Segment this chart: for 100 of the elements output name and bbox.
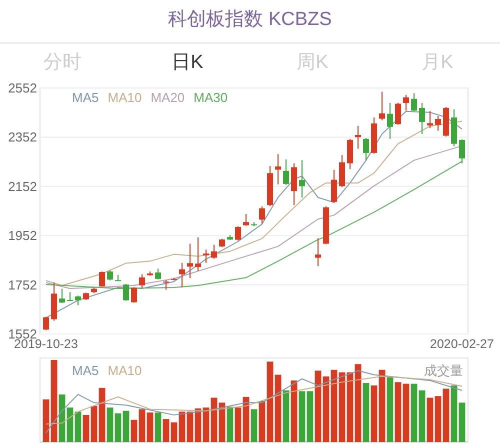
candlestick [411, 92, 417, 112]
bar [386, 377, 394, 442]
candlestick [363, 137, 369, 162]
candlestick [355, 125, 361, 150]
bar [98, 388, 106, 442]
bar [170, 422, 178, 442]
candlestick [435, 116, 441, 132]
bar [66, 408, 74, 442]
x-tick-label: 2019-10-23 [14, 337, 78, 351]
bar [346, 372, 354, 442]
bar [330, 370, 338, 442]
bar [210, 398, 218, 442]
y-tick-label: 2352 [8, 130, 37, 145]
candlestick [203, 249, 209, 264]
text: MA5 [72, 90, 99, 105]
bar [322, 376, 330, 442]
candlestick [275, 154, 281, 185]
candlestick [187, 243, 193, 279]
bar [314, 370, 322, 442]
bar [418, 390, 426, 442]
candlestick [59, 288, 65, 304]
y-tick-label: 1952 [8, 228, 37, 244]
bar [426, 398, 434, 442]
text: MA30 [194, 90, 228, 105]
bar [362, 382, 370, 442]
line-series [46, 120, 462, 286]
candlestick [211, 244, 217, 260]
bar [162, 419, 170, 442]
candlestick [139, 274, 145, 288]
candlestick [299, 160, 305, 198]
bar [378, 370, 386, 442]
bar [74, 412, 82, 442]
candlestick [387, 102, 393, 140]
chart-title: 科创板指数 KCBZS [168, 9, 332, 30]
bar [266, 362, 274, 442]
bar [402, 384, 410, 442]
candlestick [403, 94, 409, 112]
bar [442, 388, 450, 442]
bar [306, 391, 314, 442]
bar [42, 399, 50, 442]
bar [130, 420, 138, 442]
candlestick [107, 270, 113, 281]
bar [202, 408, 210, 442]
line-series [46, 110, 462, 318]
candlestick [243, 213, 249, 226]
text: MA10 [108, 90, 142, 105]
bar [114, 413, 122, 442]
bar [258, 401, 266, 442]
candlestick [179, 262, 185, 288]
candlestick [155, 268, 161, 280]
bar [90, 406, 98, 442]
text: MA20 [150, 90, 185, 105]
y-tick-label: 2552 [8, 80, 37, 96]
candlestick [427, 110, 433, 129]
bar [410, 384, 418, 442]
candlestick [195, 236, 201, 272]
bar [106, 408, 114, 442]
bar [274, 374, 282, 442]
candlestick [163, 280, 169, 290]
text: 日K [172, 52, 204, 73]
bar [186, 412, 194, 442]
bar [450, 385, 458, 442]
bar [434, 396, 442, 442]
chart-title: 成交量 [424, 363, 463, 378]
bar [458, 402, 466, 442]
bar [394, 382, 402, 442]
candlestick [283, 158, 289, 186]
candlestick [315, 238, 321, 267]
candlestick [67, 292, 73, 302]
candlestick [339, 154, 345, 188]
bar [290, 380, 298, 442]
candlestick [131, 286, 137, 304]
candlestick [291, 162, 297, 206]
series-label: MA5 [72, 363, 99, 378]
bar [82, 414, 90, 442]
candlestick [379, 91, 385, 121]
series-label: MA10 [108, 363, 142, 378]
x-tick-label: 2020-02-27 [430, 337, 494, 351]
bar [154, 412, 162, 442]
bar [122, 410, 130, 442]
candlestick [43, 316, 49, 331]
candlestick [419, 102, 425, 134]
bar [234, 408, 242, 442]
bar [370, 385, 378, 442]
candlestick [347, 138, 353, 170]
candlestick [395, 102, 401, 126]
bar [354, 364, 362, 442]
bar [178, 412, 186, 442]
bar [338, 372, 346, 442]
bar [250, 409, 258, 442]
candlestick [75, 295, 81, 306]
candlestick [259, 206, 265, 224]
candlestick [459, 138, 465, 164]
bar [298, 391, 306, 442]
y-tick-label: 2152 [8, 178, 37, 194]
bar [226, 406, 234, 442]
candlestick [331, 169, 337, 204]
bar [50, 360, 58, 442]
bar [146, 412, 154, 442]
bar [138, 409, 146, 442]
